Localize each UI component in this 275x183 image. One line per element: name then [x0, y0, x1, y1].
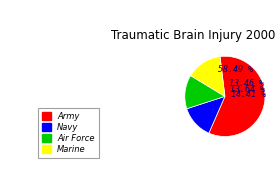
Text: 14.41 %: 14.41 % [231, 90, 266, 99]
Wedge shape [209, 56, 265, 137]
Wedge shape [191, 57, 225, 96]
Wedge shape [185, 76, 225, 109]
Text: 58.49 %: 58.49 % [218, 65, 253, 74]
Title: Traumatic Brain Injury 2000-2014(Q2): Traumatic Brain Injury 2000-2014(Q2) [111, 29, 275, 42]
Text: 13.64 %: 13.64 % [230, 85, 265, 94]
Legend: Army, Navy, Air Force, Marine: Army, Navy, Air Force, Marine [38, 108, 99, 158]
Text: 13.46 %: 13.46 % [229, 79, 263, 88]
Wedge shape [187, 96, 225, 133]
